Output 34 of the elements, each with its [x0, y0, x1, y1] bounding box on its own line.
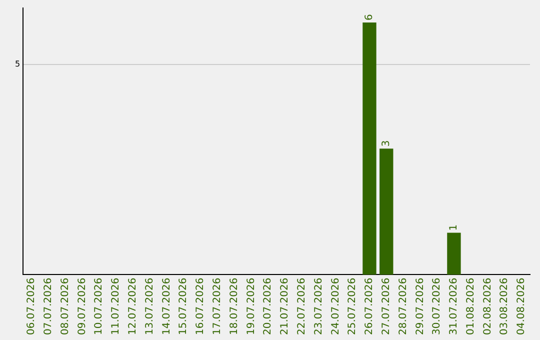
data-label: 1	[448, 224, 460, 231]
x-tick-label: 29.07.2026	[414, 278, 426, 336]
x-tick-label: 25.07.2026	[347, 278, 358, 336]
data-label: 6	[364, 14, 376, 21]
x-tick-label: 04.08.2026	[516, 278, 528, 336]
x-tick-label: 26.07.2026	[364, 278, 376, 336]
data-label: 3	[380, 140, 392, 147]
x-tick-label: 19.07.2026	[246, 278, 257, 336]
x-tick-label: 18.07.2026	[228, 278, 240, 336]
y-tick-label: 5	[14, 60, 20, 69]
x-tick-label: 21.07.2026	[280, 278, 291, 336]
x-tick-label: 10.07.2026	[94, 278, 105, 336]
x-tick-label: 15.07.2026	[178, 278, 190, 336]
x-tick-label: 28.07.2026	[398, 278, 409, 336]
x-tick-label: 17.07.2026	[212, 278, 223, 336]
x-tick-label: 09.07.2026	[76, 278, 88, 336]
x-tick-label: 13.07.2026	[144, 278, 156, 336]
x-tick-label: 03.08.2026	[499, 278, 510, 336]
x-tick-label: 16.07.2026	[195, 278, 206, 336]
x-tick-label: 24.07.2026	[330, 278, 342, 336]
x-tick-label: 12.07.2026	[128, 278, 139, 336]
x-tick-label: 11.07.2026	[110, 278, 122, 336]
x-tick-label: 23.07.2026	[313, 278, 324, 336]
x-tick-label: 30.07.2026	[432, 278, 443, 336]
x-tick-label: 07.07.2026	[43, 278, 54, 336]
x-tick-label: 01.08.2026	[465, 278, 476, 336]
x-tick-label: 22.07.2026	[296, 278, 308, 336]
x-tick-label: 14.07.2026	[161, 278, 172, 336]
x-tick-label: 20.07.2026	[262, 278, 274, 336]
x-tick-label: 02.08.2026	[482, 278, 494, 336]
x-tick-label: 06.07.2026	[26, 278, 38, 336]
x-tick-label: 31.07.2026	[448, 278, 460, 336]
x-tick-label: 27.07.2026	[380, 278, 392, 336]
x-tick-label: 08.07.2026	[60, 278, 71, 336]
